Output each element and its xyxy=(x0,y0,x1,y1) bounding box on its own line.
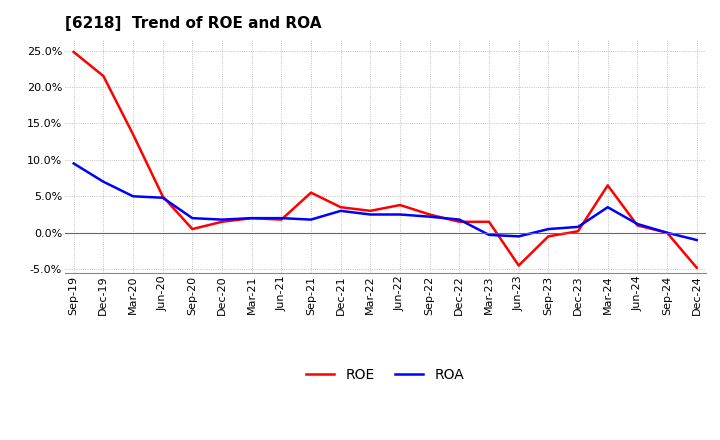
ROA xyxy=(574,224,582,230)
ROA xyxy=(248,216,256,221)
ROE xyxy=(366,208,374,213)
Line: ROE: ROE xyxy=(73,52,697,268)
Line: ROA: ROA xyxy=(73,164,697,240)
ROA xyxy=(514,234,523,239)
ROA xyxy=(69,161,78,166)
ROE xyxy=(662,230,671,235)
ROE xyxy=(277,217,286,222)
ROA xyxy=(336,208,345,213)
ROE xyxy=(336,205,345,210)
ROE xyxy=(485,219,493,224)
ROA xyxy=(99,179,108,184)
ROE xyxy=(248,216,256,221)
Text: [6218]  Trend of ROE and ROA: [6218] Trend of ROE and ROA xyxy=(65,16,321,32)
ROE xyxy=(693,265,701,270)
ROA xyxy=(396,212,405,217)
ROE xyxy=(158,194,167,199)
ROA xyxy=(366,212,374,217)
ROE xyxy=(633,223,642,228)
ROA xyxy=(158,195,167,200)
ROA xyxy=(277,216,286,221)
ROE xyxy=(217,219,226,224)
ROA xyxy=(633,221,642,227)
ROE xyxy=(99,73,108,79)
ROE xyxy=(544,234,553,239)
ROE xyxy=(455,219,464,224)
ROA xyxy=(603,205,612,210)
ROE xyxy=(603,183,612,188)
ROE xyxy=(574,229,582,234)
ROA xyxy=(485,232,493,238)
ROE xyxy=(307,190,315,195)
ROE xyxy=(129,132,138,137)
ROE xyxy=(426,212,434,217)
ROA xyxy=(662,230,671,235)
ROA xyxy=(217,217,226,222)
ROA xyxy=(307,217,315,222)
ROA xyxy=(693,237,701,242)
ROA xyxy=(455,217,464,222)
ROA xyxy=(188,216,197,221)
ROA xyxy=(129,194,138,199)
ROE xyxy=(69,49,78,55)
ROE xyxy=(188,227,197,232)
Legend: ROE, ROA: ROE, ROA xyxy=(301,362,469,387)
ROA xyxy=(544,227,553,232)
ROA xyxy=(426,214,434,219)
ROE xyxy=(514,263,523,268)
ROE xyxy=(396,202,405,208)
